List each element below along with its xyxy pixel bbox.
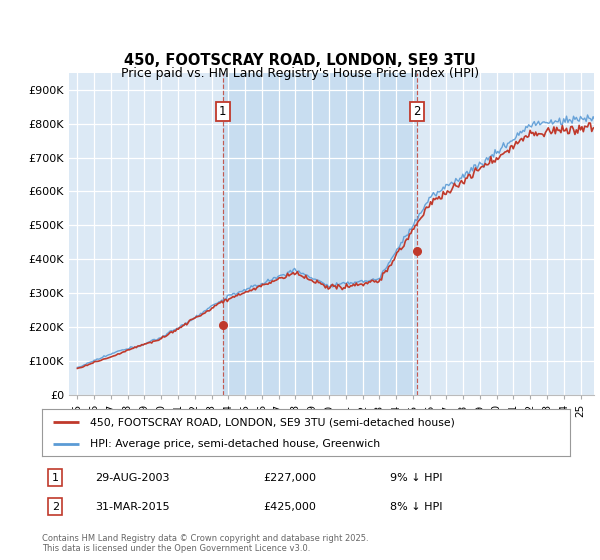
Text: 450, FOOTSCRAY ROAD, LONDON, SE9 3TU (semi-detached house): 450, FOOTSCRAY ROAD, LONDON, SE9 3TU (se…: [89, 417, 454, 427]
Text: HPI: Average price, semi-detached house, Greenwich: HPI: Average price, semi-detached house,…: [89, 439, 380, 449]
Text: 9% ↓ HPI: 9% ↓ HPI: [391, 473, 443, 483]
Text: £227,000: £227,000: [264, 473, 317, 483]
Text: 2: 2: [52, 502, 59, 512]
Text: Price paid vs. HM Land Registry's House Price Index (HPI): Price paid vs. HM Land Registry's House …: [121, 67, 479, 81]
Text: 450, FOOTSCRAY ROAD, LONDON, SE9 3TU: 450, FOOTSCRAY ROAD, LONDON, SE9 3TU: [124, 53, 476, 68]
Bar: [223, 73, 417, 395]
Text: 29-AUG-2003: 29-AUG-2003: [95, 473, 169, 483]
Text: 8% ↓ HPI: 8% ↓ HPI: [391, 502, 443, 512]
Text: 2: 2: [413, 105, 421, 118]
Text: 1: 1: [219, 105, 227, 118]
Text: Contains HM Land Registry data © Crown copyright and database right 2025.
This d: Contains HM Land Registry data © Crown c…: [42, 534, 368, 553]
Text: 31-MAR-2015: 31-MAR-2015: [95, 502, 169, 512]
Text: 1: 1: [52, 473, 59, 483]
Text: £425,000: £425,000: [264, 502, 317, 512]
